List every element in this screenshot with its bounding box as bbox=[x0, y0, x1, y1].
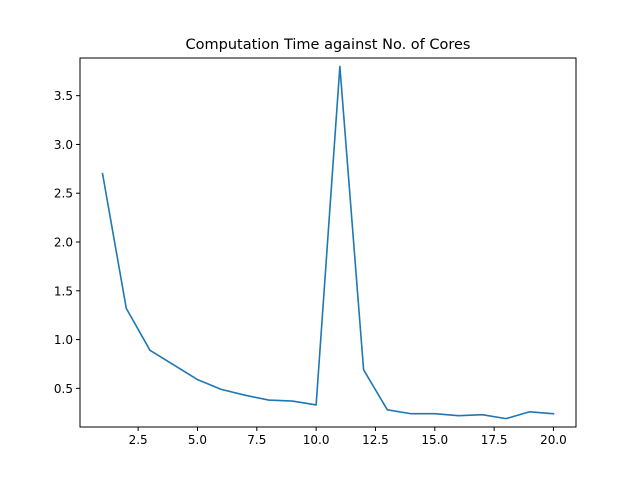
plot-frame bbox=[79, 57, 577, 428]
x-tick-label: 2.5 bbox=[129, 433, 148, 447]
series-line bbox=[101, 65, 555, 420]
x-tick-label: 20.0 bbox=[540, 433, 567, 447]
y-tick-label: 2.5 bbox=[54, 187, 73, 201]
y-tick-label: 3.0 bbox=[54, 138, 73, 152]
ticks-layer: 2.5 5.0 7.5 10.0 12.5 15.0 17.5 20.0 0.5 1.0 1.5 2.… bbox=[54, 89, 567, 447]
x-tick-label: 17.5 bbox=[481, 433, 508, 447]
x-tick-label: 10.0 bbox=[303, 433, 330, 447]
y-tick-label: 1.5 bbox=[54, 284, 73, 298]
x-tick-label: 12.5 bbox=[362, 433, 389, 447]
y-tick-label: 0.5 bbox=[54, 382, 73, 396]
x-tick-label: 7.5 bbox=[247, 433, 266, 447]
x-tick-label: 5.0 bbox=[188, 433, 207, 447]
x-tick-label: 15.0 bbox=[421, 433, 448, 447]
chart-title: Computation Time against No. of Cores bbox=[186, 37, 471, 53]
series-layer bbox=[101, 65, 555, 420]
y-tick-label: 2.0 bbox=[54, 236, 73, 250]
y-tick-label: 1.0 bbox=[54, 333, 73, 347]
y-tick-label: 3.5 bbox=[54, 89, 73, 103]
